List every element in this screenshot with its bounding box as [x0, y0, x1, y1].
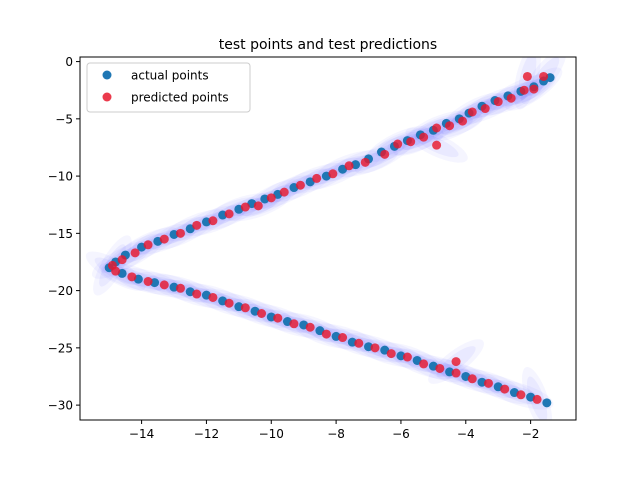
y-tick-label: −10 — [48, 170, 73, 184]
x-tick-label: −4 — [457, 427, 475, 441]
predicted-point — [432, 123, 442, 133]
y-axis: 0 −5 −10 −15 −20 −25 −30 — [48, 55, 80, 413]
actual-point — [542, 398, 552, 408]
x-tick-label: −8 — [327, 427, 345, 441]
predicted-point — [493, 97, 503, 107]
predicted-point — [208, 216, 218, 226]
predicted-point — [224, 209, 234, 219]
predicted-point — [111, 266, 121, 276]
predicted-point — [480, 104, 490, 114]
predicted-point — [458, 116, 468, 126]
x-axis: −14 −12 −10 −8 −6 −4 −2 — [129, 420, 540, 441]
predicted-point — [432, 140, 442, 150]
predicted-point — [175, 283, 185, 293]
predicted-point — [240, 202, 250, 212]
predicted-point — [175, 228, 185, 238]
predicted-point — [451, 357, 461, 367]
legend: actual points predicted points — [86, 62, 251, 113]
predicted-point — [393, 139, 403, 149]
predicted-point — [305, 322, 315, 332]
legend-box — [86, 62, 251, 113]
predicted-point — [539, 71, 549, 81]
predicted-point — [321, 329, 331, 339]
predicted-point — [360, 157, 370, 167]
predicted-point — [117, 255, 127, 265]
y-tick-label: −5 — [55, 112, 73, 126]
predicted-point — [529, 84, 539, 94]
predicted-point — [344, 161, 354, 171]
predicted-point — [289, 319, 299, 329]
x-tick-label: −10 — [259, 427, 284, 441]
legend-label-predicted-points: predicted points — [131, 91, 229, 105]
predicted-point — [312, 173, 322, 183]
predicted-point — [402, 352, 412, 362]
predicted-point — [419, 359, 429, 369]
x-tick-label: −12 — [194, 427, 219, 441]
predicted-point — [253, 201, 263, 211]
predicted-point — [279, 187, 289, 197]
predicted-point — [192, 289, 202, 299]
predicted-point — [257, 309, 267, 319]
predicted-point — [451, 368, 461, 378]
x-tick-label: −6 — [392, 427, 410, 441]
predicted-point — [295, 180, 305, 190]
predicted-point — [266, 193, 276, 203]
x-tick-label: −14 — [129, 427, 154, 441]
predicted-point — [406, 137, 416, 147]
legend-marker-predicted-points — [102, 92, 112, 102]
predicted-point — [380, 149, 390, 159]
predicted-point — [224, 298, 234, 308]
predicted-point — [467, 374, 477, 384]
y-tick-label: −20 — [48, 284, 73, 298]
predicted-point — [500, 384, 510, 394]
legend-marker-actual-points — [102, 70, 112, 80]
predicted-point — [370, 343, 380, 353]
plot-frame — [79, 56, 577, 421]
predicted-point — [338, 333, 348, 343]
x-tick-label: −2 — [522, 427, 540, 441]
data-point-layer — [104, 71, 555, 408]
y-tick-label: −15 — [48, 227, 73, 241]
predicted-point — [467, 107, 477, 117]
predicted-point — [532, 394, 542, 404]
predicted-point — [386, 349, 396, 359]
predicted-point — [208, 292, 218, 302]
predicted-point — [328, 169, 338, 179]
y-tick-label: −25 — [48, 341, 73, 355]
predicted-point — [192, 220, 202, 230]
predicted-point — [506, 93, 516, 103]
predicted-point — [516, 390, 526, 400]
y-tick-label: 0 — [65, 55, 73, 69]
predicted-point — [143, 276, 153, 286]
chart-title: test points and test predictions — [219, 37, 437, 53]
predicted-point — [354, 338, 364, 348]
predicted-point — [127, 272, 137, 282]
predicted-point — [419, 132, 429, 142]
predicted-point — [273, 313, 283, 323]
predicted-point — [159, 280, 169, 290]
legend-label-actual-points: actual points — [131, 69, 209, 83]
predicted-point — [519, 85, 529, 95]
predicted-point — [483, 378, 493, 388]
predicted-point — [522, 71, 532, 81]
predicted-point — [435, 363, 445, 373]
predicted-point — [159, 234, 169, 244]
predicted-point — [130, 248, 140, 258]
predicted-point — [143, 240, 153, 250]
predicted-point — [240, 303, 250, 313]
predicted-point — [445, 121, 455, 131]
y-tick-label: −30 — [48, 399, 73, 413]
